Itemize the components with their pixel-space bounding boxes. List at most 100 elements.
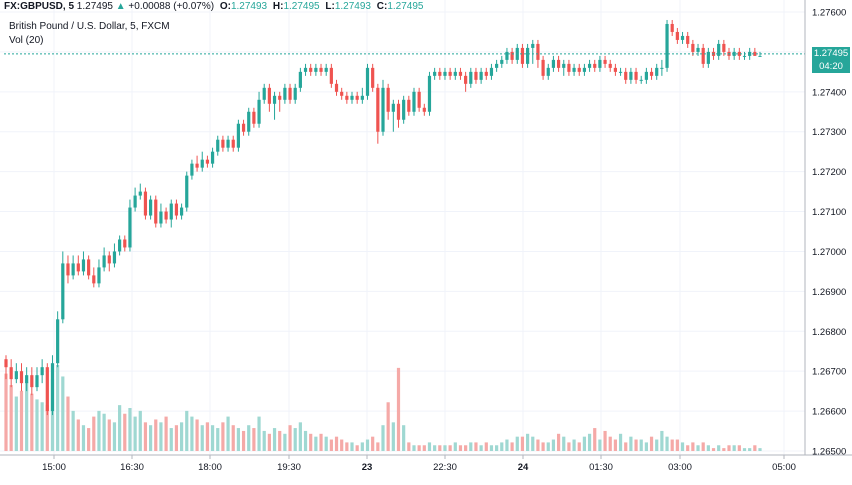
candle xyxy=(391,99,395,132)
candle-body xyxy=(174,203,179,216)
volume-bar xyxy=(748,448,752,451)
volume-bar xyxy=(608,436,612,451)
candle xyxy=(427,71,432,116)
volume-bar xyxy=(732,445,736,451)
candle-body xyxy=(546,67,550,76)
candle-body xyxy=(195,163,199,168)
candle xyxy=(510,47,514,64)
volume-bar xyxy=(76,419,80,451)
candle-body xyxy=(458,71,463,76)
candle xyxy=(613,63,617,76)
countdown-tag: 04:20 xyxy=(812,59,850,73)
candle-body xyxy=(665,23,669,68)
candle xyxy=(340,87,344,100)
price-change: +0.00088 (+0.07%) xyxy=(128,1,215,12)
candle xyxy=(649,67,654,80)
volume-bar xyxy=(241,430,246,451)
volume-legend[interactable]: Vol (20) xyxy=(9,35,44,46)
volume-bar xyxy=(649,436,654,451)
candle-body xyxy=(92,275,96,284)
volume-bar xyxy=(309,433,313,451)
candle-body xyxy=(500,59,504,64)
candle-body xyxy=(329,67,333,84)
candle xyxy=(40,359,44,384)
volume-bar xyxy=(665,436,669,451)
candle-body xyxy=(19,371,24,384)
candle xyxy=(556,55,561,72)
time-tick-label: 19:30 xyxy=(277,462,301,473)
candle xyxy=(422,103,426,116)
candle xyxy=(737,47,741,60)
volume-bar xyxy=(711,448,716,451)
candle-body xyxy=(76,263,80,272)
candle-body xyxy=(25,375,29,384)
candle-body xyxy=(433,71,437,76)
volume-bar xyxy=(283,433,287,451)
volume-bar xyxy=(81,425,86,451)
candle-body xyxy=(608,63,612,68)
candle-body xyxy=(210,151,215,164)
time-axis[interactable]: 15:00 16:30 18:00 19:30 23 22:30 24 01:30 03:00 0… xyxy=(42,455,796,473)
candle-body xyxy=(40,367,44,376)
volume-bar xyxy=(474,442,478,451)
volume-bar xyxy=(288,425,292,451)
volume-bar xyxy=(247,425,251,451)
candle-body xyxy=(102,255,106,268)
volume-bar xyxy=(433,445,437,451)
candle xyxy=(479,67,483,84)
volume-bar xyxy=(686,445,690,451)
chart-legend-title[interactable]: British Pound / U.S. Dollar, 5, FXCM xyxy=(9,21,170,32)
time-tick-label: 18:00 xyxy=(198,462,222,473)
volume-bar xyxy=(453,442,457,451)
candle-body xyxy=(159,211,163,224)
volume-bar xyxy=(737,445,741,451)
volume-bar xyxy=(102,413,106,451)
candle xyxy=(587,59,592,72)
candle xyxy=(474,67,478,84)
candle-body xyxy=(758,55,762,57)
price-tick-label: 1.27300 xyxy=(812,127,846,138)
candle-body xyxy=(118,239,122,252)
volume-bar xyxy=(303,430,308,451)
symbol-name[interactable]: FX:GBPUSD, 5 xyxy=(4,1,75,12)
candle xyxy=(19,363,24,392)
volume-bar xyxy=(484,442,488,451)
volume-bar xyxy=(567,442,571,451)
candle-body xyxy=(190,163,194,176)
open-value: 1.27493 xyxy=(230,1,268,12)
candle-body xyxy=(267,87,271,104)
volume-bar xyxy=(546,442,550,451)
candles xyxy=(4,19,762,416)
candle-body xyxy=(324,67,328,72)
candle xyxy=(680,31,685,44)
candle xyxy=(190,159,194,180)
candle xyxy=(469,67,473,88)
candle xyxy=(92,267,96,288)
candle xyxy=(448,67,452,80)
volume-bar xyxy=(61,376,65,451)
candle xyxy=(458,67,463,80)
candle xyxy=(262,83,266,104)
candle xyxy=(551,55,556,72)
candle-body xyxy=(350,95,354,100)
candle-body xyxy=(149,199,153,216)
candle-body xyxy=(484,71,488,76)
candle xyxy=(272,91,277,120)
candle xyxy=(603,55,607,68)
candle-body xyxy=(154,199,158,224)
price-axis[interactable]: 1.276001.275001.274001.273001.272001.271… xyxy=(812,8,846,458)
candle xyxy=(526,43,530,68)
volume-bar xyxy=(30,393,34,451)
candle xyxy=(14,363,18,384)
close-value: 1.27495 xyxy=(387,1,424,12)
candle xyxy=(386,83,390,120)
candle xyxy=(4,355,8,380)
candle xyxy=(76,255,80,276)
candle-body xyxy=(35,375,39,388)
candle xyxy=(252,107,256,128)
volume-bar xyxy=(587,433,592,451)
time-tick-label: 22:30 xyxy=(433,462,457,473)
candle-body xyxy=(112,251,117,264)
candle-body xyxy=(262,87,266,100)
